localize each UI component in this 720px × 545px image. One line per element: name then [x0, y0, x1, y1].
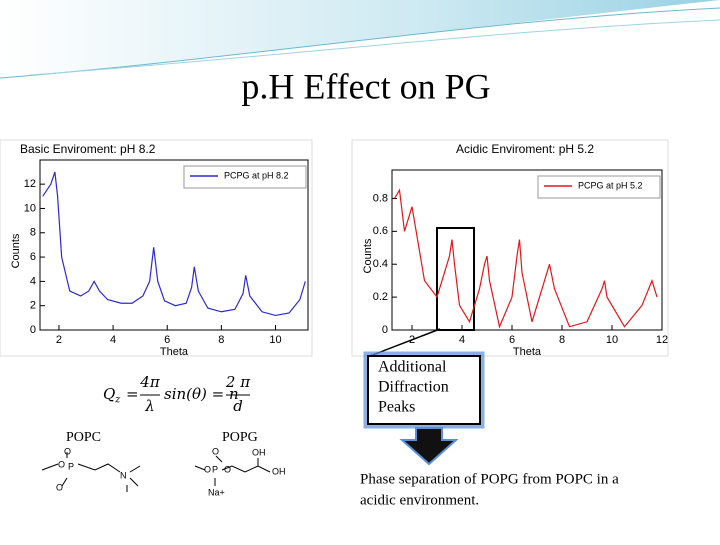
legend-label: PCPG at pH 8.2	[224, 170, 289, 180]
x-tick-label: 10	[269, 334, 281, 346]
eq-sub: z	[114, 395, 121, 406]
legend-box	[183, 165, 307, 189]
atom: O	[64, 446, 71, 456]
y-tick-label: 2	[30, 300, 36, 312]
x-tick-label: 4	[110, 334, 116, 346]
y-tick-label: 12	[24, 178, 36, 190]
eq-num: 2 π	[225, 373, 251, 391]
popc-structure	[41, 452, 141, 492]
x-axis-label: Theta	[160, 346, 189, 358]
y-axis-label: Counts	[362, 238, 374, 273]
atom: P	[212, 464, 218, 474]
data-line	[42, 171, 306, 317]
y-tick-label: 0.2	[373, 291, 388, 303]
callout-line: Peaks	[378, 399, 415, 416]
header-curve	[0, 7, 720, 79]
eq-mid: sin(θ) = n	[164, 385, 239, 403]
x-tick-label: 4	[459, 334, 465, 346]
popg-structure	[194, 455, 271, 486]
atom: O	[212, 446, 219, 456]
header-curve	[29, 19, 720, 76]
y-tick-label: 4	[30, 275, 36, 287]
x-tick-label: 12	[656, 334, 668, 346]
plot-area	[39, 159, 309, 331]
down-arrow	[399, 427, 459, 466]
y-tick-label: 0.6	[373, 225, 388, 237]
atom: O	[56, 482, 63, 492]
eq-den: d	[233, 397, 243, 415]
atom: O	[58, 459, 65, 469]
eq-den: λ	[144, 397, 155, 415]
atom: Na+	[208, 487, 225, 497]
plot-area	[391, 169, 663, 331]
x-tick-label: 10	[606, 334, 618, 346]
atom: P	[68, 461, 74, 471]
plot-title: Acidic Enviroment: pH 5.2	[456, 142, 594, 156]
callout-line: Diffraction	[378, 379, 449, 396]
y-tick-label: 0.8	[373, 192, 388, 204]
legend-label: PCPG at pH 5.2	[578, 180, 643, 190]
equation: Q z = 4π λ sin(θ) = n 2 π d	[103, 373, 251, 415]
eq-num: 4π	[139, 373, 161, 391]
x-tick-label: 8	[559, 334, 565, 346]
x-tick-label: 8	[218, 334, 224, 346]
y-tick-label: 6	[30, 251, 36, 263]
data-line	[393, 188, 658, 329]
conclusion-line: acidic environment.	[360, 492, 479, 508]
atom: OH	[272, 466, 286, 476]
eq-sign: =	[126, 385, 139, 403]
x-tick-label: 6	[164, 334, 170, 346]
callout-line: Additional	[378, 359, 447, 376]
eq-q: Q	[103, 385, 115, 403]
y-axis-label: Counts	[10, 233, 22, 268]
y-tick-label: 10	[24, 202, 36, 214]
y-tick-label: 0	[382, 324, 388, 336]
slide-title: p.H Effect on PG	[241, 66, 490, 106]
plot-title: Basic Enviroment: pH 8.2	[20, 142, 156, 156]
callout-box	[367, 355, 481, 425]
conclusion-line: Phase separation of POPG from POPC in a	[360, 471, 619, 487]
y-tick-label: 8	[30, 227, 36, 239]
atom: O	[204, 464, 211, 474]
x-tick-label: 2	[56, 334, 62, 346]
y-tick-label: 0.4	[373, 258, 388, 270]
x-tick-label: 2	[409, 334, 415, 346]
molecule-label: POPG	[222, 430, 258, 445]
atom: OH	[252, 447, 266, 457]
x-axis-label: Theta	[513, 346, 542, 358]
atom: N	[120, 470, 127, 480]
plot-frame	[351, 139, 669, 357]
y-tick-label: 0	[30, 324, 36, 336]
atom: O	[224, 464, 231, 474]
molecule-label: POPC	[66, 430, 101, 445]
x-tick-label: 6	[509, 334, 515, 346]
legend-box	[537, 175, 661, 199]
